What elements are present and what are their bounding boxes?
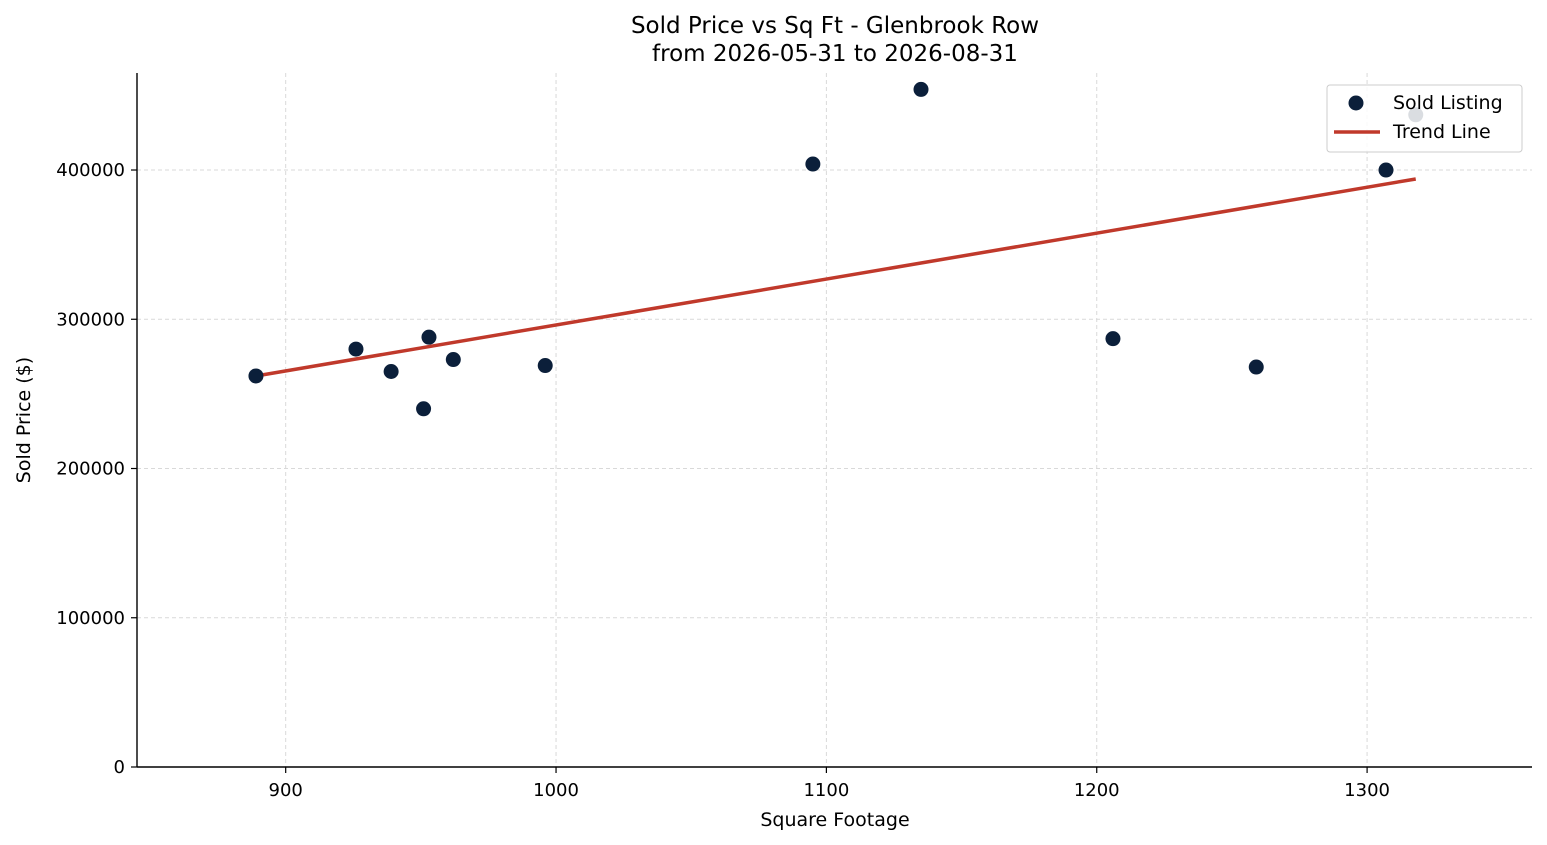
y-tick-label: 200000	[56, 459, 125, 480]
data-point	[805, 156, 821, 172]
y-tick-label: 100000	[56, 608, 125, 629]
axes	[136, 73, 1532, 768]
y-axis-label: Sold Price ($)	[13, 357, 35, 483]
x-tick-label: 1200	[1074, 780, 1120, 801]
legend: Sold Listing Trend Line	[1326, 84, 1523, 153]
data-point	[1378, 162, 1394, 178]
y-tick-label: 300000	[56, 309, 125, 330]
x-tick-label: 900	[269, 780, 303, 801]
x-tick-label: 1100	[803, 780, 849, 801]
x-axis-label: Square Footage	[760, 809, 909, 831]
ticks: 900 1000 1100 1200 1300 0 100000 200000 300000 40…	[56, 160, 1390, 801]
data-point	[416, 401, 432, 417]
data-point	[348, 341, 364, 357]
chart-title: Sold Price vs Sq Ft - Glenbrook Row	[631, 13, 1039, 39]
data-point	[421, 329, 437, 345]
data-point	[445, 352, 461, 368]
data-point	[383, 363, 399, 379]
legend-box	[1326, 84, 1523, 153]
x-tick-label: 1300	[1344, 780, 1390, 801]
data-points-layer	[248, 81, 1424, 417]
legend-marker-sold-listing	[1348, 95, 1364, 111]
grid-lines	[137, 73, 1532, 767]
legend-label-sold-listing: Sold Listing	[1393, 92, 1503, 114]
y-tick-label: 0	[114, 757, 125, 778]
data-point	[1248, 359, 1264, 375]
data-point	[537, 358, 553, 374]
x-tick-label: 1000	[533, 780, 579, 801]
data-point	[1105, 331, 1121, 347]
data-point	[248, 368, 264, 384]
legend-label-trend-line: Trend Line	[1392, 121, 1491, 143]
trend-line-layer	[255, 177, 1417, 378]
y-tick-label: 400000	[56, 160, 125, 181]
chart-subtitle: from 2026-05-31 to 2026-08-31	[652, 41, 1018, 67]
data-point	[913, 81, 929, 97]
trend-line	[255, 177, 1417, 378]
